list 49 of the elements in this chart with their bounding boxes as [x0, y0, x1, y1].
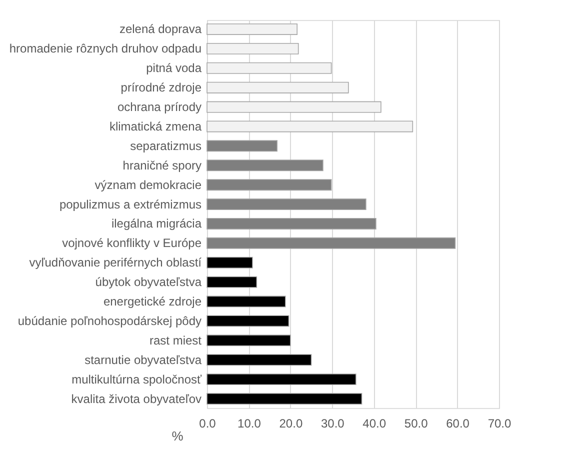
bar: [206, 198, 366, 210]
y-tick-label: ochrana prírody: [117, 100, 202, 114]
y-tick-label: úbytok obyvateľstva: [95, 275, 202, 290]
bar: [206, 276, 258, 288]
bar: [206, 160, 324, 172]
bar: [206, 42, 299, 54]
y-tick-label: multikultúrna spoločnosť: [72, 372, 202, 386]
y-tick-label: hromadenie rôznych druhov odpadu: [9, 42, 202, 56]
y-tick-label: energetické zdroje: [103, 294, 202, 309]
bar: [206, 120, 414, 132]
y-tick-label: vyľudňovanie periférnych oblastí: [29, 256, 202, 270]
x-tick-label: 10.0: [238, 416, 262, 430]
bar: [206, 218, 376, 230]
y-tick-label: klimatická zmena: [109, 119, 202, 134]
bar: [206, 179, 332, 191]
x-axis-title: %: [172, 428, 184, 444]
y-tick-label: rast miest: [149, 333, 202, 348]
bar: [206, 82, 349, 94]
bar: [206, 334, 291, 346]
y-tick-label: kvalita života obyvateľov: [71, 392, 202, 406]
bar: [206, 256, 253, 268]
bar: [206, 393, 362, 405]
bar: [206, 354, 312, 366]
x-tick-label: 20.0: [279, 416, 303, 430]
y-tick-label: ubúdanie poľnohospodárskej pôdy: [18, 314, 202, 328]
y-tick-label: ilegálna migrácia: [111, 216, 202, 231]
y-tick-label: separatizmus: [130, 138, 202, 153]
bar: [206, 374, 356, 386]
bar: [206, 101, 382, 113]
y-tick-label: hraničné spory: [122, 158, 202, 172]
bar: [206, 315, 290, 327]
x-tick-label: 70.0: [488, 416, 512, 430]
y-tick-label: populizmus a extrémizmus: [59, 197, 202, 212]
y-tick-label: pitná voda: [146, 61, 202, 76]
x-tick-label: 60.0: [446, 416, 470, 430]
x-tick-label: 40.0: [362, 416, 386, 430]
y-tick-label: zelená doprava: [119, 22, 202, 36]
y-tick-label: prírodné zdroje: [120, 80, 202, 95]
y-tick-label: význam demokracie: [94, 178, 202, 192]
y-tick-label: starnutie obyvateľstva: [84, 352, 202, 367]
bar: [206, 140, 278, 152]
bar: [206, 62, 332, 74]
y-tick-label: vojnové konflikty v Európe: [62, 236, 202, 250]
bar: [206, 296, 286, 308]
x-tick-label: 50.0: [404, 416, 428, 430]
x-tick-label: 30.0: [320, 416, 345, 430]
bar: [206, 237, 456, 249]
bar: [206, 23, 298, 35]
x-tick-label: 0.0: [199, 416, 216, 430]
